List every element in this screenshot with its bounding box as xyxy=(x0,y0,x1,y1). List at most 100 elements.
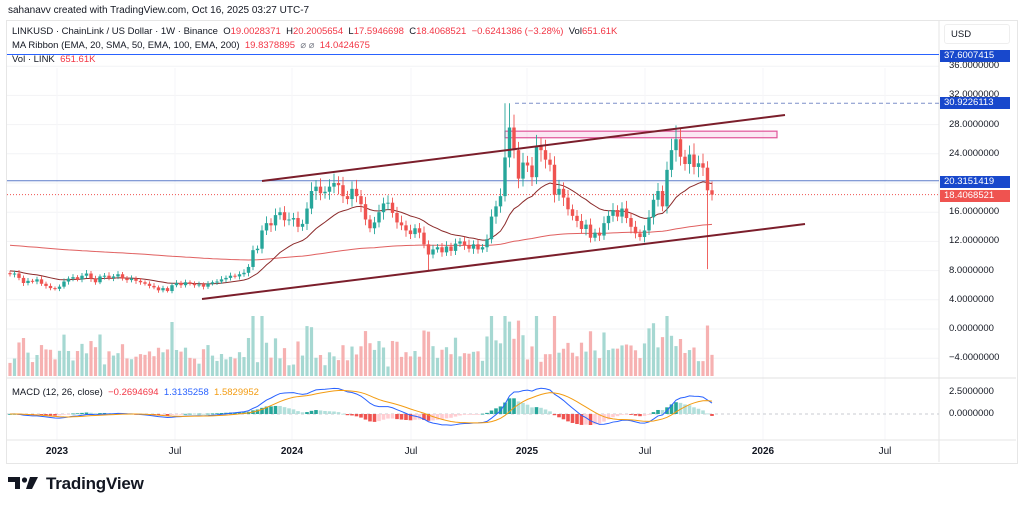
volume-bar xyxy=(665,316,669,376)
volume-bar xyxy=(656,347,660,376)
chart-frame xyxy=(6,20,1018,464)
macd-histogram-bar xyxy=(188,413,192,415)
candle-body xyxy=(444,246,449,253)
volume-bar xyxy=(485,336,489,376)
volume-bar xyxy=(480,360,485,376)
volume-bar xyxy=(264,342,269,376)
macd-histogram-bar xyxy=(701,410,705,414)
candle-body xyxy=(606,215,611,224)
candle-body xyxy=(62,281,66,287)
channel-lower-line xyxy=(201,223,806,300)
candle-body xyxy=(134,278,138,281)
volume-bar xyxy=(584,351,588,376)
candle-body xyxy=(107,275,111,278)
volume-bar xyxy=(98,334,102,376)
candle-body xyxy=(683,156,687,165)
macd-histogram-bar xyxy=(381,414,386,420)
volume-bar xyxy=(530,346,534,376)
macd-histogram-bar xyxy=(66,414,71,415)
volume-bar xyxy=(368,343,372,376)
volume-bar xyxy=(516,320,521,376)
volume-legend[interactable]: Vol · LINK 651.61K xyxy=(12,54,95,65)
volume-bar xyxy=(282,348,287,376)
tradingview-logo[interactable]: TradingView xyxy=(8,474,144,494)
price-tag-last: 18.4068521 xyxy=(940,190,1010,202)
price-tick-label: 16.0000000 xyxy=(949,206,1000,218)
macd-histogram-bar xyxy=(426,414,431,421)
time-axis-label: 2026 xyxy=(751,446,775,457)
volume-bar xyxy=(377,341,381,376)
macd-histogram-bar xyxy=(521,402,525,414)
macd-histogram-bar xyxy=(39,414,44,416)
candle-body xyxy=(17,273,21,278)
candle-body xyxy=(89,273,93,279)
volume-bar xyxy=(66,351,71,376)
macd-histogram-bar xyxy=(584,414,588,425)
volume-bar xyxy=(138,354,143,376)
volume-bar xyxy=(512,338,516,376)
candle-body xyxy=(701,163,705,168)
volume-bar xyxy=(507,321,512,376)
macd-histogram-bar xyxy=(287,408,291,414)
candle-body xyxy=(66,278,71,282)
ma-ribbon-legend[interactable]: MA Ribbon (EMA, 20, SMA, 50, EMA, 100, E… xyxy=(12,40,370,51)
macd-histogram-bar xyxy=(215,413,219,415)
price-tick-label: 8.0000000 xyxy=(949,264,994,276)
macd-histogram-bar xyxy=(44,414,48,416)
macd-histogram-bar xyxy=(417,414,422,420)
macd-histogram-bar xyxy=(620,414,624,415)
candle-body xyxy=(435,247,440,250)
volume-bar xyxy=(669,335,674,376)
macd-histogram-bar xyxy=(557,414,561,418)
candle-body xyxy=(588,224,593,238)
volume-bar xyxy=(633,350,638,376)
volume-bar xyxy=(129,359,134,376)
ema-200-line xyxy=(9,223,713,261)
macd-histogram-bar xyxy=(615,414,620,417)
volume-bar xyxy=(278,358,282,376)
macd-histogram-bar xyxy=(48,414,53,416)
macd-legend[interactable]: MACD (12, 26, close) −0.2694694 1.313525… xyxy=(12,387,259,398)
candle-body xyxy=(503,157,507,197)
volume-bar xyxy=(453,337,458,376)
candle-body xyxy=(39,279,44,284)
candle-body xyxy=(111,276,116,278)
candle-body xyxy=(359,196,363,205)
macd-histogram-bar xyxy=(512,398,516,414)
candle-body xyxy=(26,280,30,284)
candle-body xyxy=(201,284,206,287)
volume-bar xyxy=(206,345,210,376)
price-tick-label: 0.0000000 xyxy=(949,323,994,334)
candle-body xyxy=(341,185,345,197)
macd-histogram-bar xyxy=(89,412,93,414)
macd-line-value: 1.3135258 xyxy=(163,387,209,398)
macd-histogram-bar xyxy=(458,414,462,416)
candle-body xyxy=(21,277,26,284)
macd-histogram-bar xyxy=(57,414,62,416)
candle-body xyxy=(228,275,233,278)
volume-bar xyxy=(503,316,507,376)
candle-body xyxy=(291,218,296,220)
macd-histogram-bar xyxy=(548,411,552,414)
symbol-title[interactable]: LINKUSD · ChainLink / US Dollar · 1W · B… xyxy=(12,26,218,37)
volume-bar xyxy=(534,316,539,376)
volume-bar xyxy=(219,354,224,376)
low-value: 17.5946698 xyxy=(353,26,404,37)
candle-body xyxy=(539,146,543,151)
candle-body xyxy=(273,215,278,226)
candle-body xyxy=(336,183,341,186)
currency-selector[interactable]: USD xyxy=(944,24,1010,44)
macd-histogram-bar xyxy=(561,414,566,420)
candle-body xyxy=(138,280,143,283)
volume-bar xyxy=(498,343,503,376)
candle-body xyxy=(557,188,561,195)
candle-body xyxy=(44,283,48,286)
candle-body xyxy=(363,204,368,220)
macd-histogram-bar xyxy=(692,407,696,414)
candle-body xyxy=(404,225,408,231)
volume-bar xyxy=(399,356,404,376)
price-tag-resistance: 37.6007415 xyxy=(940,50,1010,62)
volume-bar xyxy=(89,341,93,376)
candle-body xyxy=(678,139,683,157)
